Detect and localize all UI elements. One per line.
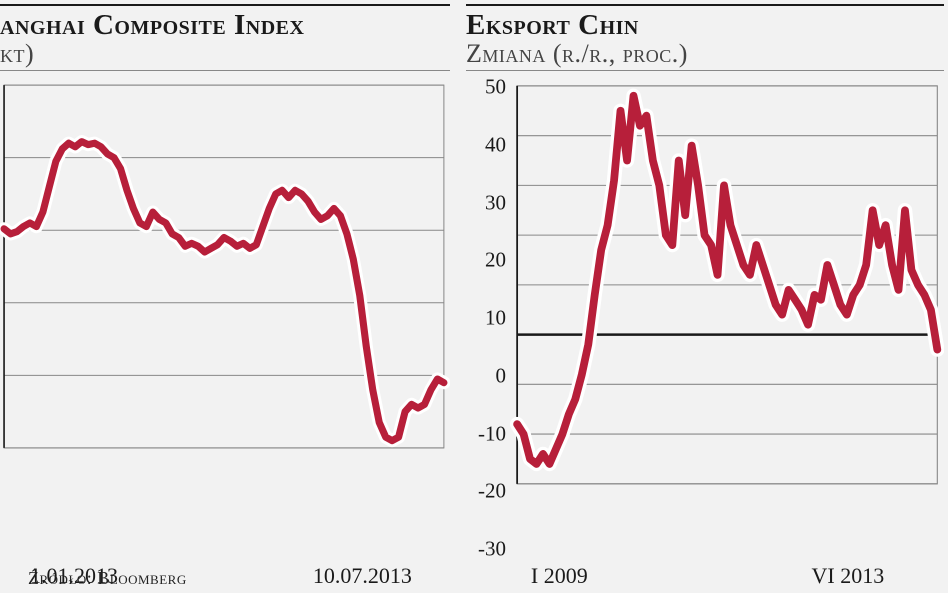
right-title-block: Eksport Chin Zmiana (r./r., proc.) [466, 4, 944, 71]
y-tick-label: 0 [496, 363, 507, 388]
left-subtitle: kt) [0, 40, 450, 67]
right-title: Eksport Chin [466, 10, 944, 40]
right-chart: -30 -20 -10 0 10 20 30 40 50 I 2009 VI 2013 [466, 77, 944, 593]
y-tick-label: -10 [478, 421, 506, 446]
left-chart-svg [0, 77, 450, 482]
y-tick-label: 30 [485, 190, 506, 215]
x-tick-label: VI 2013 [811, 563, 884, 589]
right-chart-panel: Eksport Chin Zmiana (r./r., proc.) -30 -2… [466, 4, 944, 593]
y-tick-label: -20 [478, 479, 506, 504]
y-tick-label: 50 [485, 75, 506, 100]
left-title-block: anghai Composite Index kt) [0, 4, 450, 71]
x-tick-label: I 2009 [531, 563, 588, 589]
left-title: anghai Composite Index [0, 10, 450, 40]
left-chart-panel: anghai Composite Index kt) 0000001.01.20… [0, 4, 450, 593]
left-chart: 0000001.01.201310.07.2013 [0, 77, 450, 593]
y-tick-label: -30 [478, 537, 506, 562]
x-tick-label: 10.07.2013 [313, 563, 412, 589]
y-tick-label: 40 [485, 132, 506, 157]
source-label: Źródło: Bloomberg [28, 568, 187, 589]
y-tick-label: 20 [485, 248, 506, 273]
right-chart-svg [466, 77, 944, 522]
right-subtitle: Zmiana (r./r., proc.) [466, 40, 944, 67]
y-tick-label: 10 [485, 306, 506, 331]
